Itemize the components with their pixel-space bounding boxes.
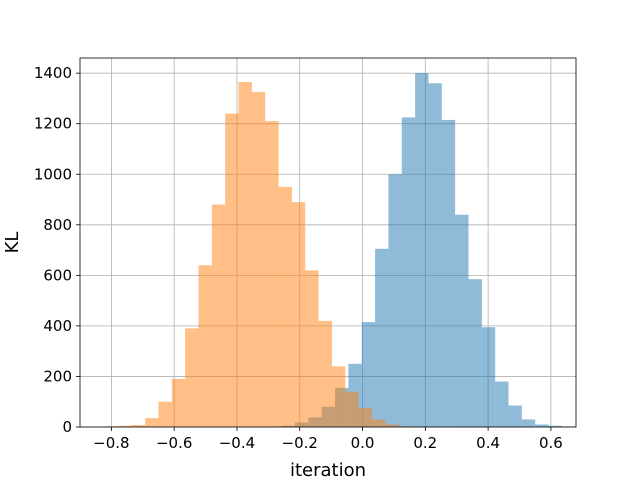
histogram-bar-s1-3 <box>145 418 158 427</box>
x-tick-label-1: −0.6 <box>156 434 192 452</box>
y-axis-label: KL <box>2 232 23 254</box>
x-tick-label-7: 0.6 <box>539 434 563 452</box>
histogram-bar-s1-19 <box>359 408 372 427</box>
histogram-bar-s0-15 <box>468 279 481 427</box>
x-axis-label: iteration <box>290 460 366 480</box>
histogram-bar-s0-13 <box>442 120 455 427</box>
histogram-bar-s1-11 <box>252 92 265 427</box>
x-tick-label-2: −0.4 <box>219 434 255 452</box>
y-tick-label-0: 0 <box>62 418 72 436</box>
histogram-bar-s0-11 <box>415 73 428 427</box>
histogram-bar-s1-5 <box>172 379 185 427</box>
histogram-bar-s1-6 <box>185 328 198 427</box>
y-tick-label-6: 1200 <box>34 115 72 133</box>
y-tick-label-5: 1000 <box>34 165 72 183</box>
y-tick-label-3: 600 <box>43 266 72 284</box>
x-tick-label-0: −0.8 <box>93 434 129 452</box>
histogram-bar-s1-18 <box>345 392 358 427</box>
histogram-bar-s0-10 <box>402 117 415 427</box>
histogram-bar-s0-17 <box>495 382 508 427</box>
histogram-bar-s1-8 <box>212 205 225 427</box>
y-tick-label-4: 800 <box>43 216 72 234</box>
histogram-bar-s1-16 <box>319 321 332 427</box>
histogram-bar-s1-20 <box>372 419 385 427</box>
histogram-bar-s1-7 <box>199 265 212 427</box>
histogram-bar-s1-17 <box>332 366 345 427</box>
histogram-bar-s0-8 <box>375 249 388 427</box>
x-tick-label-4: 0.0 <box>351 434 375 452</box>
histogram-bar-s0-16 <box>482 327 495 427</box>
y-tick-label-1: 200 <box>43 367 72 385</box>
x-tick-label-6: 0.4 <box>476 434 500 452</box>
histogram-bar-s1-12 <box>265 121 278 427</box>
histogram-bar-s1-15 <box>305 270 318 427</box>
histogram-bar-s0-18 <box>509 406 522 427</box>
histogram-bar-s1-10 <box>239 82 252 427</box>
histogram-bar-s0-9 <box>388 174 401 427</box>
histogram-bar-s0-12 <box>428 83 441 427</box>
y-tick-label-7: 1400 <box>34 64 72 82</box>
histogram-bar-s1-9 <box>225 114 238 427</box>
x-tick-label-3: −0.2 <box>282 434 318 452</box>
x-tick-label-5: 0.2 <box>413 434 437 452</box>
histogram-bar-s1-13 <box>279 187 292 427</box>
histogram-bar-s0-14 <box>455 215 468 427</box>
histogram-bar-s1-4 <box>158 402 171 427</box>
y-tick-label-2: 400 <box>43 317 72 335</box>
histogram-bar-s1-14 <box>292 202 305 427</box>
histogram-bar-s0-19 <box>522 419 535 427</box>
